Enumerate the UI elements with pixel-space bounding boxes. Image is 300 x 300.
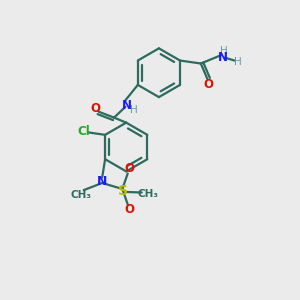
Text: Cl: Cl [77, 125, 90, 138]
Text: H: H [220, 46, 227, 56]
Text: O: O [203, 78, 213, 91]
Text: O: O [124, 203, 134, 216]
Text: CH₃: CH₃ [138, 189, 159, 199]
Text: O: O [90, 102, 100, 115]
Text: H: H [130, 105, 137, 115]
Text: S: S [118, 184, 128, 198]
Text: N: N [218, 51, 227, 64]
Text: H: H [233, 57, 241, 67]
Text: CH₃: CH₃ [71, 190, 92, 200]
Text: N: N [122, 99, 132, 112]
Text: O: O [124, 162, 134, 175]
Text: N: N [97, 175, 107, 188]
